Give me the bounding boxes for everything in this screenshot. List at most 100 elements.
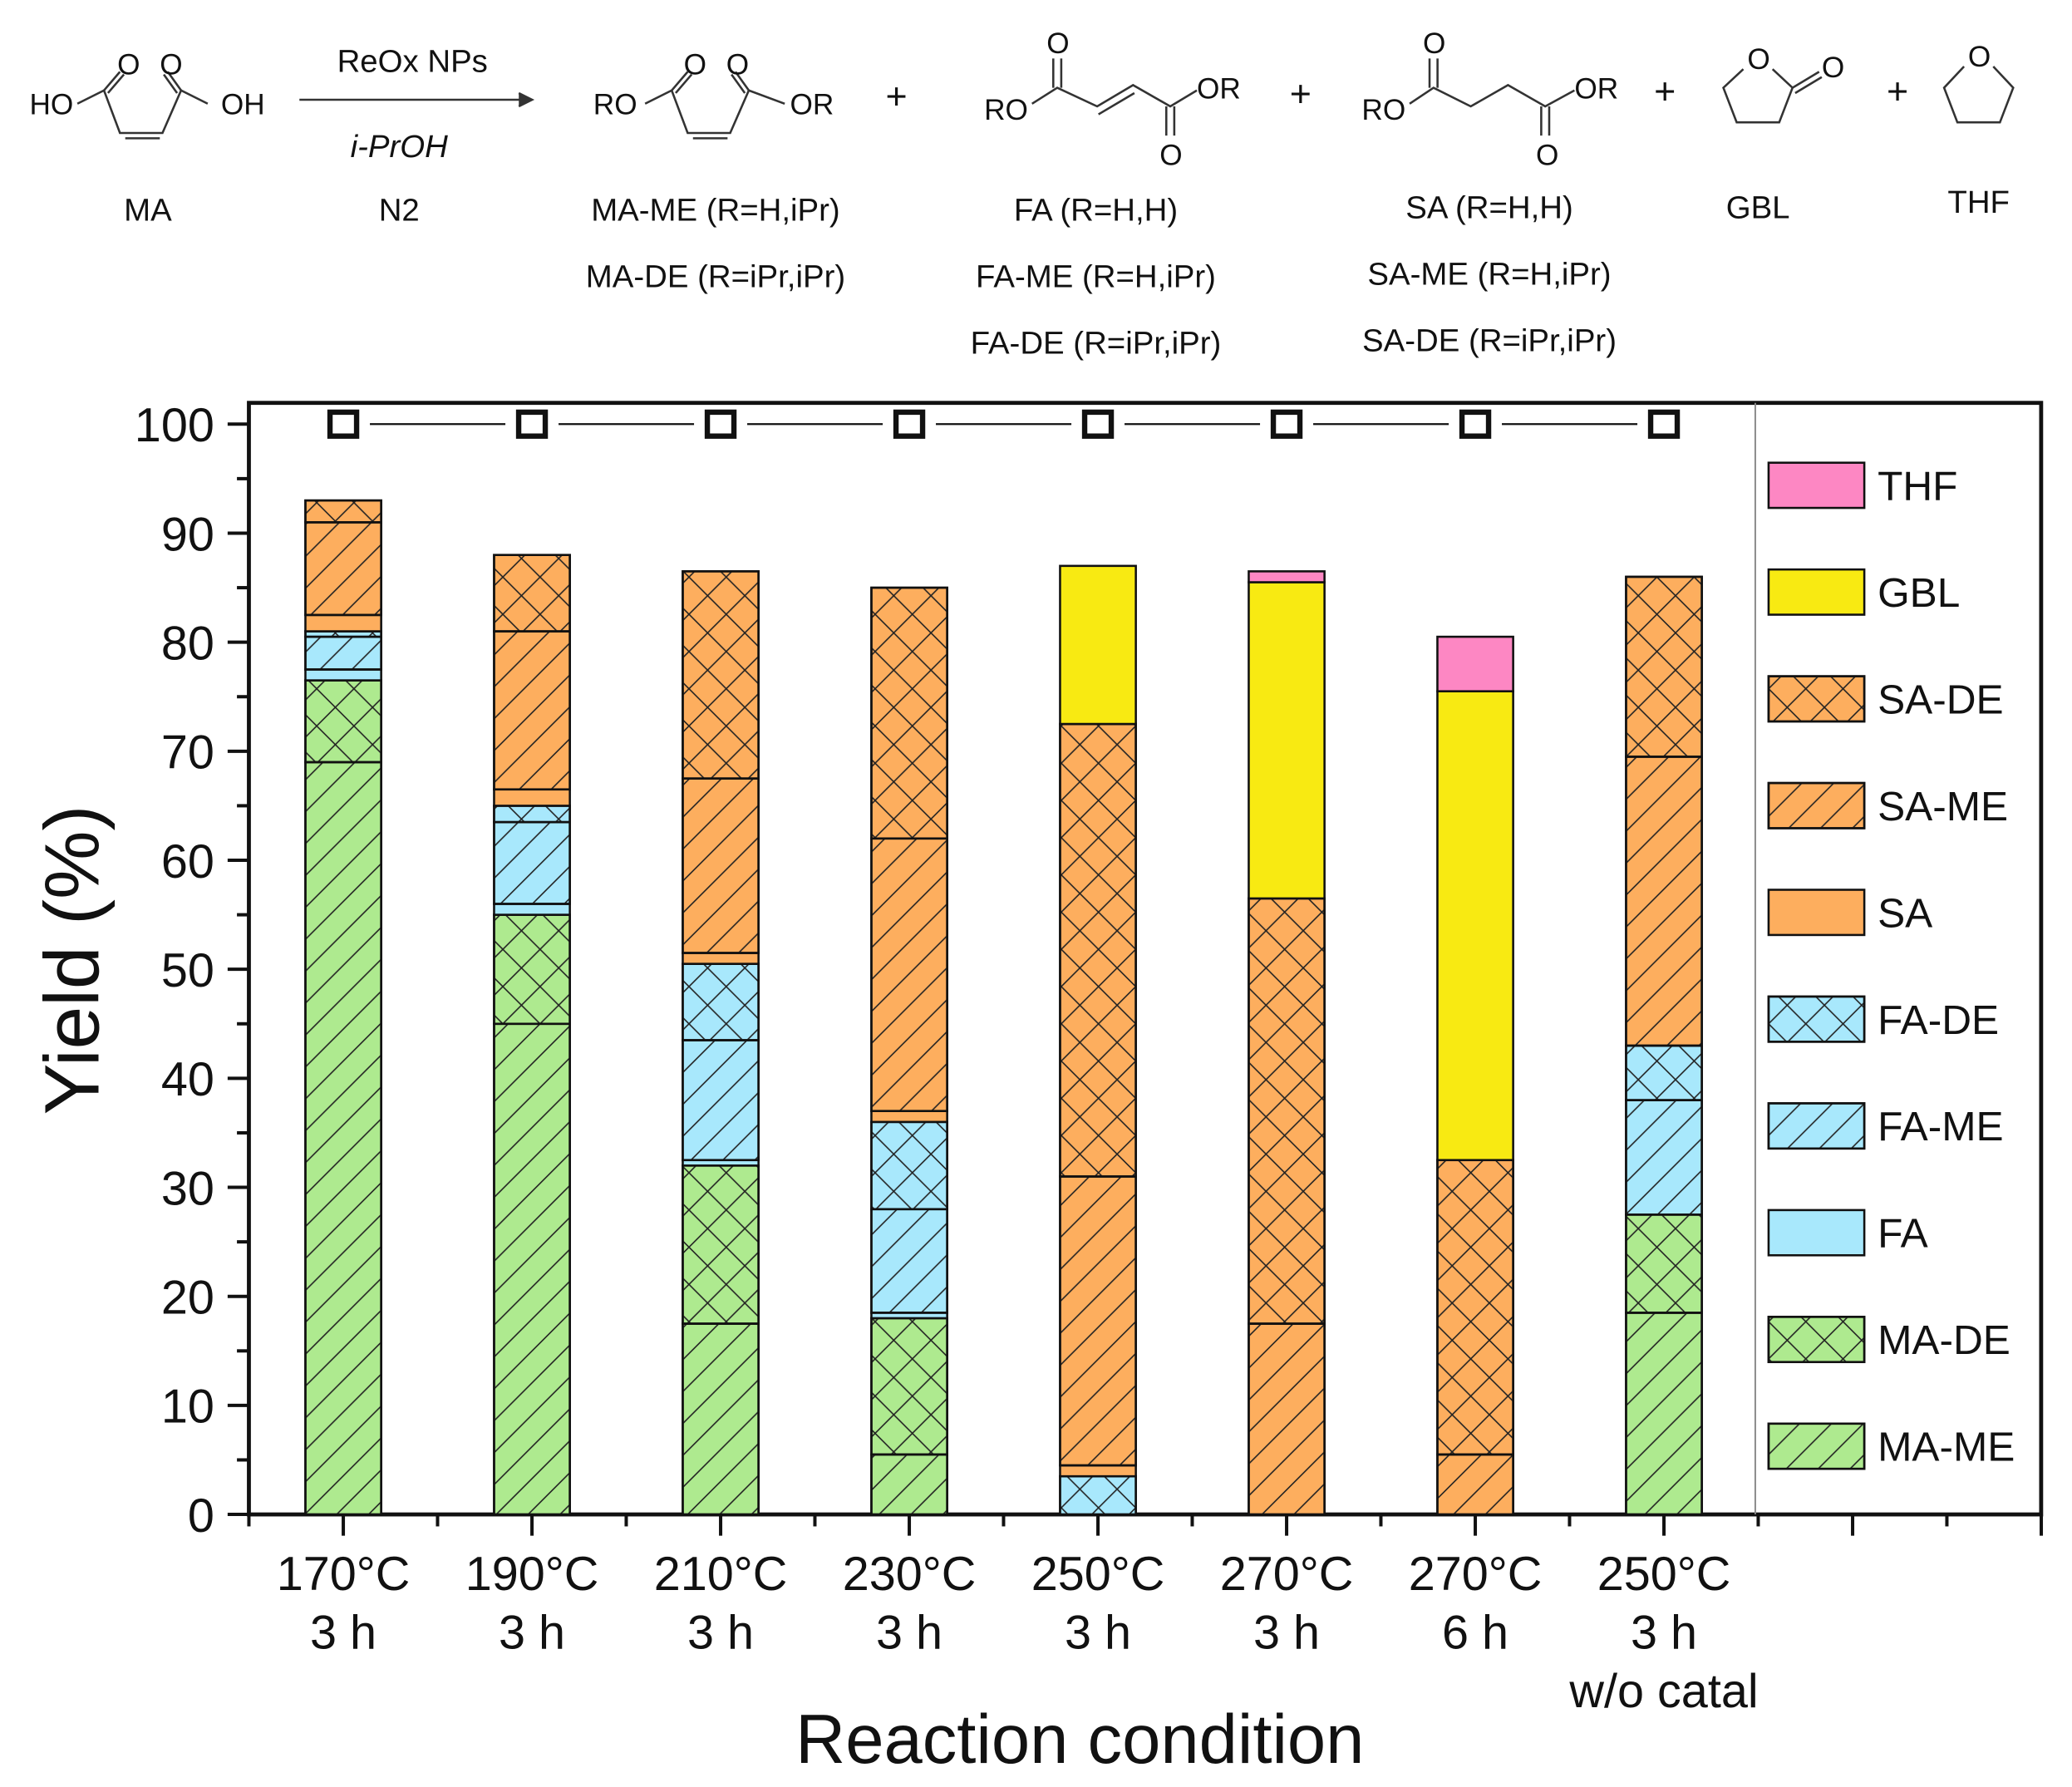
bar-hatch-ma-me: [304, 761, 382, 1516]
x-tick-label: 170°C: [277, 1548, 411, 1601]
legend-swatch-sa: [1767, 889, 1866, 937]
bar-hatch-sa-de: [1059, 722, 1137, 1178]
legend-swatch-thf: [1767, 461, 1866, 510]
bar-hatch-sa-de: [1625, 575, 1703, 758]
x-tick-label: 230°C: [843, 1548, 977, 1601]
gbl-ring-o: O: [1747, 43, 1769, 76]
bar-hatch-sa-de: [493, 554, 571, 633]
bar-hatch-ma-de: [1625, 1213, 1703, 1314]
y-tick-label: 60: [161, 835, 214, 889]
bar-hatch-sa-me: [1248, 1322, 1326, 1516]
bar-hatch-sa-de: [1436, 1159, 1514, 1456]
bar-segment-gbl: [1436, 690, 1514, 1162]
fa-o1: O: [1046, 27, 1069, 60]
bar-hatch-fa-me: [304, 635, 382, 671]
fa-structure: [1031, 58, 1198, 136]
arrow-atmosphere: N2: [379, 193, 420, 229]
sa-structure: [1409, 58, 1575, 136]
y-tick-label: 40: [161, 1053, 214, 1106]
bar-hatch-sa-me: [1059, 1175, 1137, 1467]
x-tick-label: 270°C: [1409, 1548, 1543, 1601]
arrow-solvent: i-PrOH: [351, 129, 449, 165]
sa-o2: O: [1536, 139, 1558, 171]
legend-hatch-fa-me: [1767, 1102, 1866, 1150]
x-tick-label: 6 h: [1442, 1607, 1508, 1660]
y-tick-label: 20: [161, 1272, 214, 1325]
bar-segment-sa: [870, 1110, 948, 1124]
conversion-marker: [1647, 409, 1681, 439]
legend-label-fa-me: FA-ME: [1878, 1103, 2004, 1149]
bar-hatch-ma-me: [1625, 1312, 1703, 1516]
y-tick-label: 10: [161, 1381, 214, 1434]
bar-hatch-ma-de: [304, 679, 382, 764]
y-tick-label: 70: [161, 726, 214, 780]
fa-ro: RO: [984, 94, 1028, 126]
conversion-marker: [704, 409, 737, 439]
y-tick-label: 80: [161, 617, 214, 670]
sa-label: SA (R=H,H): [1405, 190, 1573, 225]
plus-sign: +: [1887, 71, 1908, 112]
gbl-label: GBL: [1726, 190, 1790, 225]
legend-hatch-fa-de: [1767, 995, 1866, 1043]
x-tick-label: 3 h: [1631, 1607, 1697, 1660]
conversion-marker: [1081, 409, 1115, 439]
bar-hatch-ma-de: [493, 913, 571, 1026]
y-tick-label: 30: [161, 1162, 214, 1215]
legend-swatch-gbl: [1767, 568, 1866, 616]
x-tick-label: 3 h: [876, 1607, 942, 1660]
bar-segment-sa: [304, 613, 382, 633]
reaction-scheme: [76, 58, 2015, 140]
x-tick-label: 3 h: [1253, 1607, 1320, 1660]
ma-de-label: MA-DE (R=iPr,iPr): [586, 259, 845, 295]
reaction-arrow: [299, 91, 535, 108]
arrow-catalyst: ReOx NPs: [337, 43, 488, 79]
x-tick-label: 3 h: [1065, 1607, 1131, 1660]
cis-ro: RO: [593, 89, 637, 121]
legend-label-sa: SA: [1878, 889, 1932, 936]
legend-hatch-ma-de: [1767, 1316, 1866, 1364]
bar-hatch-sa-me: [682, 777, 760, 954]
conversion-marker: [1459, 409, 1492, 439]
bar-hatch-fa-de: [493, 805, 571, 824]
bar-segment-thf: [1248, 570, 1326, 583]
bar-hatch-fa-de: [1625, 1044, 1703, 1101]
conversion-marker: [893, 409, 926, 439]
bar-hatch-sa-me: [304, 521, 382, 617]
plus-sign: +: [885, 76, 907, 117]
legend-label-thf: THF: [1878, 462, 1957, 509]
bar-segment-sa: [1059, 1464, 1137, 1478]
thf-structure: [1942, 66, 2015, 124]
legend-label-fa-de: FA-DE: [1878, 997, 1999, 1043]
bar-hatch-ma-de: [682, 1164, 760, 1325]
x-tick-label: 250°C: [1597, 1548, 1731, 1601]
y-tick-label: 0: [188, 1489, 214, 1543]
bar-hatch-sa-de: [682, 570, 760, 780]
legend-hatch-ma-me: [1767, 1422, 1866, 1470]
fa-o2: O: [1159, 139, 1182, 171]
legend-label-sa-me: SA-ME: [1878, 783, 2008, 830]
ma-structure: [76, 71, 209, 140]
legend-label-ma-me: MA-ME: [1878, 1424, 2015, 1470]
bar-hatch-fa-me: [870, 1208, 948, 1314]
sa-or: OR: [1574, 72, 1618, 105]
bar-hatch-sa-me: [870, 837, 948, 1112]
sa-de-label: SA-DE (R=iPr,iPr): [1362, 322, 1617, 358]
fa-me-label: FA-ME (R=H,iPr): [976, 259, 1216, 295]
ma-o2: O: [160, 49, 182, 81]
x-tick-label: w/o catal: [1568, 1665, 1758, 1718]
bar-segment-gbl: [1059, 564, 1137, 726]
legend-label-sa-de: SA-DE: [1878, 676, 2004, 722]
sa-o1: O: [1423, 27, 1445, 60]
x-tick-label: 210°C: [654, 1548, 788, 1601]
legend-swatch-fa: [1767, 1209, 1866, 1257]
ma-ester-structure: [644, 71, 785, 140]
chart: 0 10 20 30 40 50 60 70 80 90 100 170°C 3 h 190°C 3 h 21…: [135, 399, 2044, 1718]
bar-hatch-ma-me: [682, 1322, 760, 1516]
x-axis-title: Reaction condition: [795, 1701, 1364, 1778]
bar-segment-sa: [493, 788, 571, 807]
ma-label: MA: [124, 193, 172, 229]
conversion-marker: [327, 409, 360, 439]
x-tick-label: 3 h: [499, 1607, 565, 1660]
legend-hatch-sa-de: [1767, 675, 1866, 723]
